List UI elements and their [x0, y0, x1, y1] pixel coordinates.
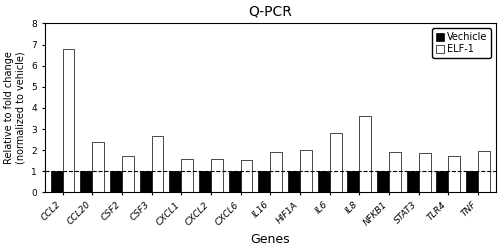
Bar [258, 171, 270, 192]
Bar [181, 158, 193, 192]
Bar [418, 153, 430, 192]
Bar [50, 171, 62, 192]
Bar [140, 171, 151, 192]
Title: Q-PCR: Q-PCR [248, 4, 292, 18]
Bar [407, 171, 418, 192]
Bar [318, 171, 330, 192]
Bar [122, 156, 134, 192]
Bar [389, 152, 401, 192]
Bar [300, 150, 312, 192]
Bar [360, 116, 371, 192]
Bar [110, 171, 122, 192]
Bar [466, 171, 478, 192]
Legend: Vechicle, ELF-1: Vechicle, ELF-1 [432, 28, 491, 58]
Bar [377, 171, 389, 192]
Bar [170, 171, 181, 192]
Bar [211, 158, 223, 192]
Bar [62, 49, 74, 192]
Bar [288, 171, 300, 192]
Bar [348, 171, 360, 192]
X-axis label: Genes: Genes [250, 233, 290, 246]
Bar [240, 160, 252, 192]
Bar [92, 142, 104, 192]
Bar [80, 171, 92, 192]
Bar [228, 171, 240, 192]
Bar [448, 156, 460, 192]
Bar [478, 151, 490, 192]
Y-axis label: Relative to fold change
(normalized to vehicle): Relative to fold change (normalized to v… [4, 52, 26, 164]
Bar [270, 152, 282, 192]
Bar [436, 171, 448, 192]
Bar [152, 136, 164, 192]
Bar [199, 171, 211, 192]
Bar [330, 133, 342, 192]
